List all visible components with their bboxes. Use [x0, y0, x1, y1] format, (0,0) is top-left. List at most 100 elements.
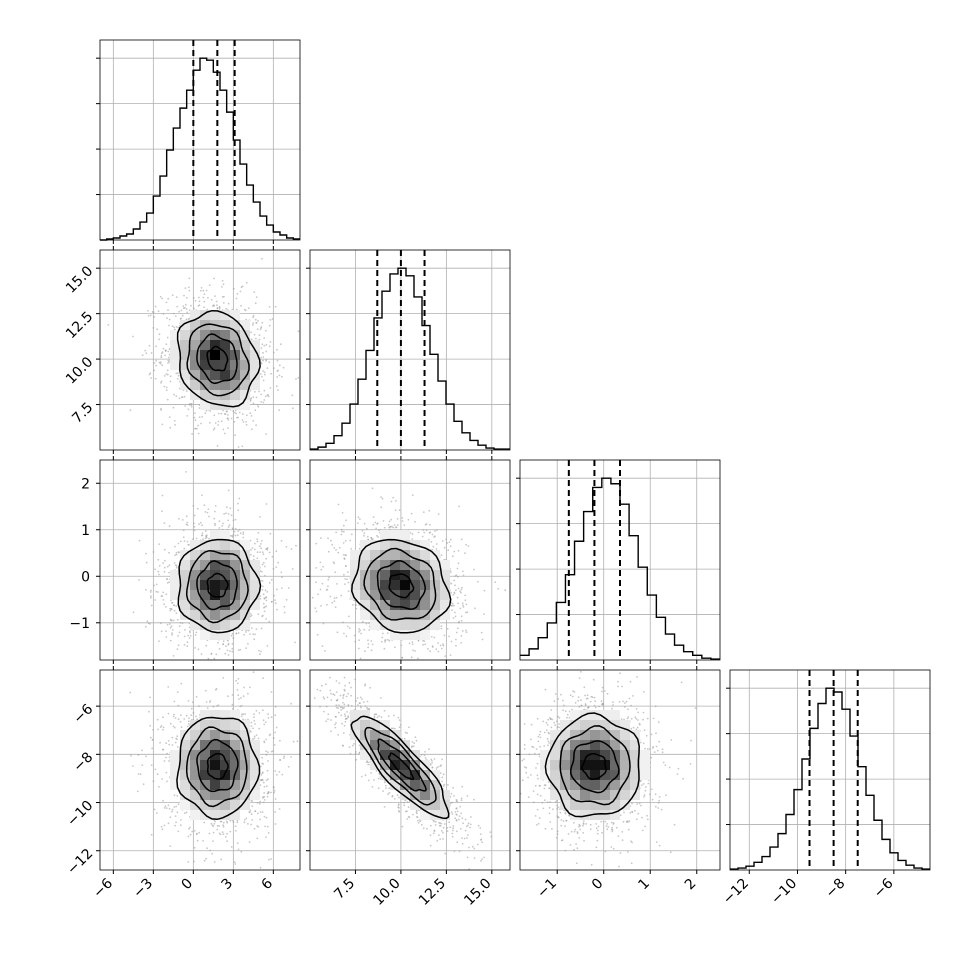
sample-point	[256, 551, 259, 554]
sample-point	[283, 611, 286, 614]
sample-point	[341, 530, 343, 533]
sample-point	[247, 692, 249, 695]
density-cell	[410, 600, 420, 610]
panel-frame	[519, 459, 721, 661]
sample-point	[452, 594, 455, 596]
sample-point	[275, 726, 278, 729]
sample-point	[269, 319, 272, 321]
sample-point	[268, 345, 271, 348]
sample-point	[445, 538, 447, 541]
sample-point	[241, 419, 244, 421]
sample-point	[245, 631, 247, 633]
sample-point	[423, 531, 426, 534]
sample-point	[451, 555, 454, 558]
sample-point	[187, 700, 190, 702]
density-cell	[220, 550, 230, 560]
density-cell	[210, 540, 220, 550]
sample-point	[457, 602, 459, 605]
sample-point	[163, 807, 166, 809]
sample-point	[203, 504, 206, 507]
sample-point	[167, 359, 170, 362]
sample-point	[434, 535, 436, 538]
sample-point	[218, 648, 221, 650]
density-cell	[390, 580, 400, 590]
sample-point	[412, 665, 414, 667]
sample-point	[132, 335, 134, 338]
histogram-step-p3	[730, 687, 930, 870]
sample-point	[150, 377, 153, 379]
panel-frame	[99, 249, 301, 451]
sample-point	[251, 805, 254, 807]
sample-point	[203, 300, 206, 303]
sample-point	[177, 326, 180, 329]
sample-point	[260, 547, 263, 550]
density-cell	[220, 580, 230, 590]
density-cell	[220, 620, 230, 630]
sample-point	[343, 558, 346, 561]
sample-point	[231, 650, 234, 653]
sample-point	[263, 610, 266, 613]
sample-point	[461, 602, 464, 605]
sample-point	[213, 414, 216, 417]
sample-point	[265, 358, 268, 361]
sample-point	[384, 639, 387, 641]
sample-point	[214, 505, 217, 507]
density-cell	[190, 360, 200, 370]
sample-point	[414, 650, 416, 652]
sample-point	[198, 416, 201, 418]
sample-point	[213, 277, 216, 280]
density-cell	[190, 540, 200, 550]
sample-point	[253, 735, 256, 738]
sample-point	[314, 607, 317, 609]
sample-point	[446, 542, 449, 544]
sample-point	[214, 522, 217, 525]
sample-point	[166, 373, 169, 376]
sample-point	[194, 300, 197, 302]
sample-point	[264, 565, 266, 568]
sample-point	[276, 348, 278, 351]
sample-point	[250, 331, 252, 334]
sample-point	[255, 396, 258, 399]
density-cell	[250, 600, 260, 610]
sample-point	[153, 316, 156, 318]
sample-point	[461, 586, 463, 589]
sample-point	[210, 298, 213, 301]
sample-point	[179, 318, 182, 320]
density-cell	[220, 340, 230, 350]
sample-point	[262, 359, 264, 362]
sample-point	[237, 509, 240, 512]
sample-point	[274, 731, 276, 734]
sample-point	[254, 633, 256, 636]
sample-point	[398, 509, 401, 511]
density-cell	[390, 540, 400, 550]
sample-point	[171, 325, 174, 327]
density-cell	[230, 620, 240, 630]
sample-point	[377, 536, 379, 538]
sample-point	[190, 707, 193, 710]
sample-point	[444, 655, 447, 657]
sample-point	[187, 318, 190, 321]
density-cell	[220, 350, 230, 360]
sample-point	[452, 617, 455, 619]
sample-point	[275, 550, 278, 553]
sample-point	[178, 551, 180, 554]
density-cell	[230, 320, 240, 330]
sample-point	[175, 605, 178, 608]
sample-point	[344, 578, 347, 580]
sample-point	[253, 291, 256, 293]
sample-point	[267, 832, 270, 834]
sample-point	[163, 570, 166, 573]
sample-point	[149, 314, 152, 317]
sample-point	[204, 537, 207, 540]
sample-point	[419, 676, 421, 678]
sample-point	[205, 857, 207, 860]
x-tick-label: −6	[871, 875, 897, 901]
sample-point	[157, 558, 160, 561]
sample-point	[429, 650, 431, 653]
sample-point	[145, 589, 147, 591]
sample-point	[184, 303, 187, 306]
sample-point	[172, 619, 175, 622]
sample-point	[159, 362, 162, 365]
sample-point	[166, 578, 168, 580]
sample-point	[435, 548, 438, 550]
